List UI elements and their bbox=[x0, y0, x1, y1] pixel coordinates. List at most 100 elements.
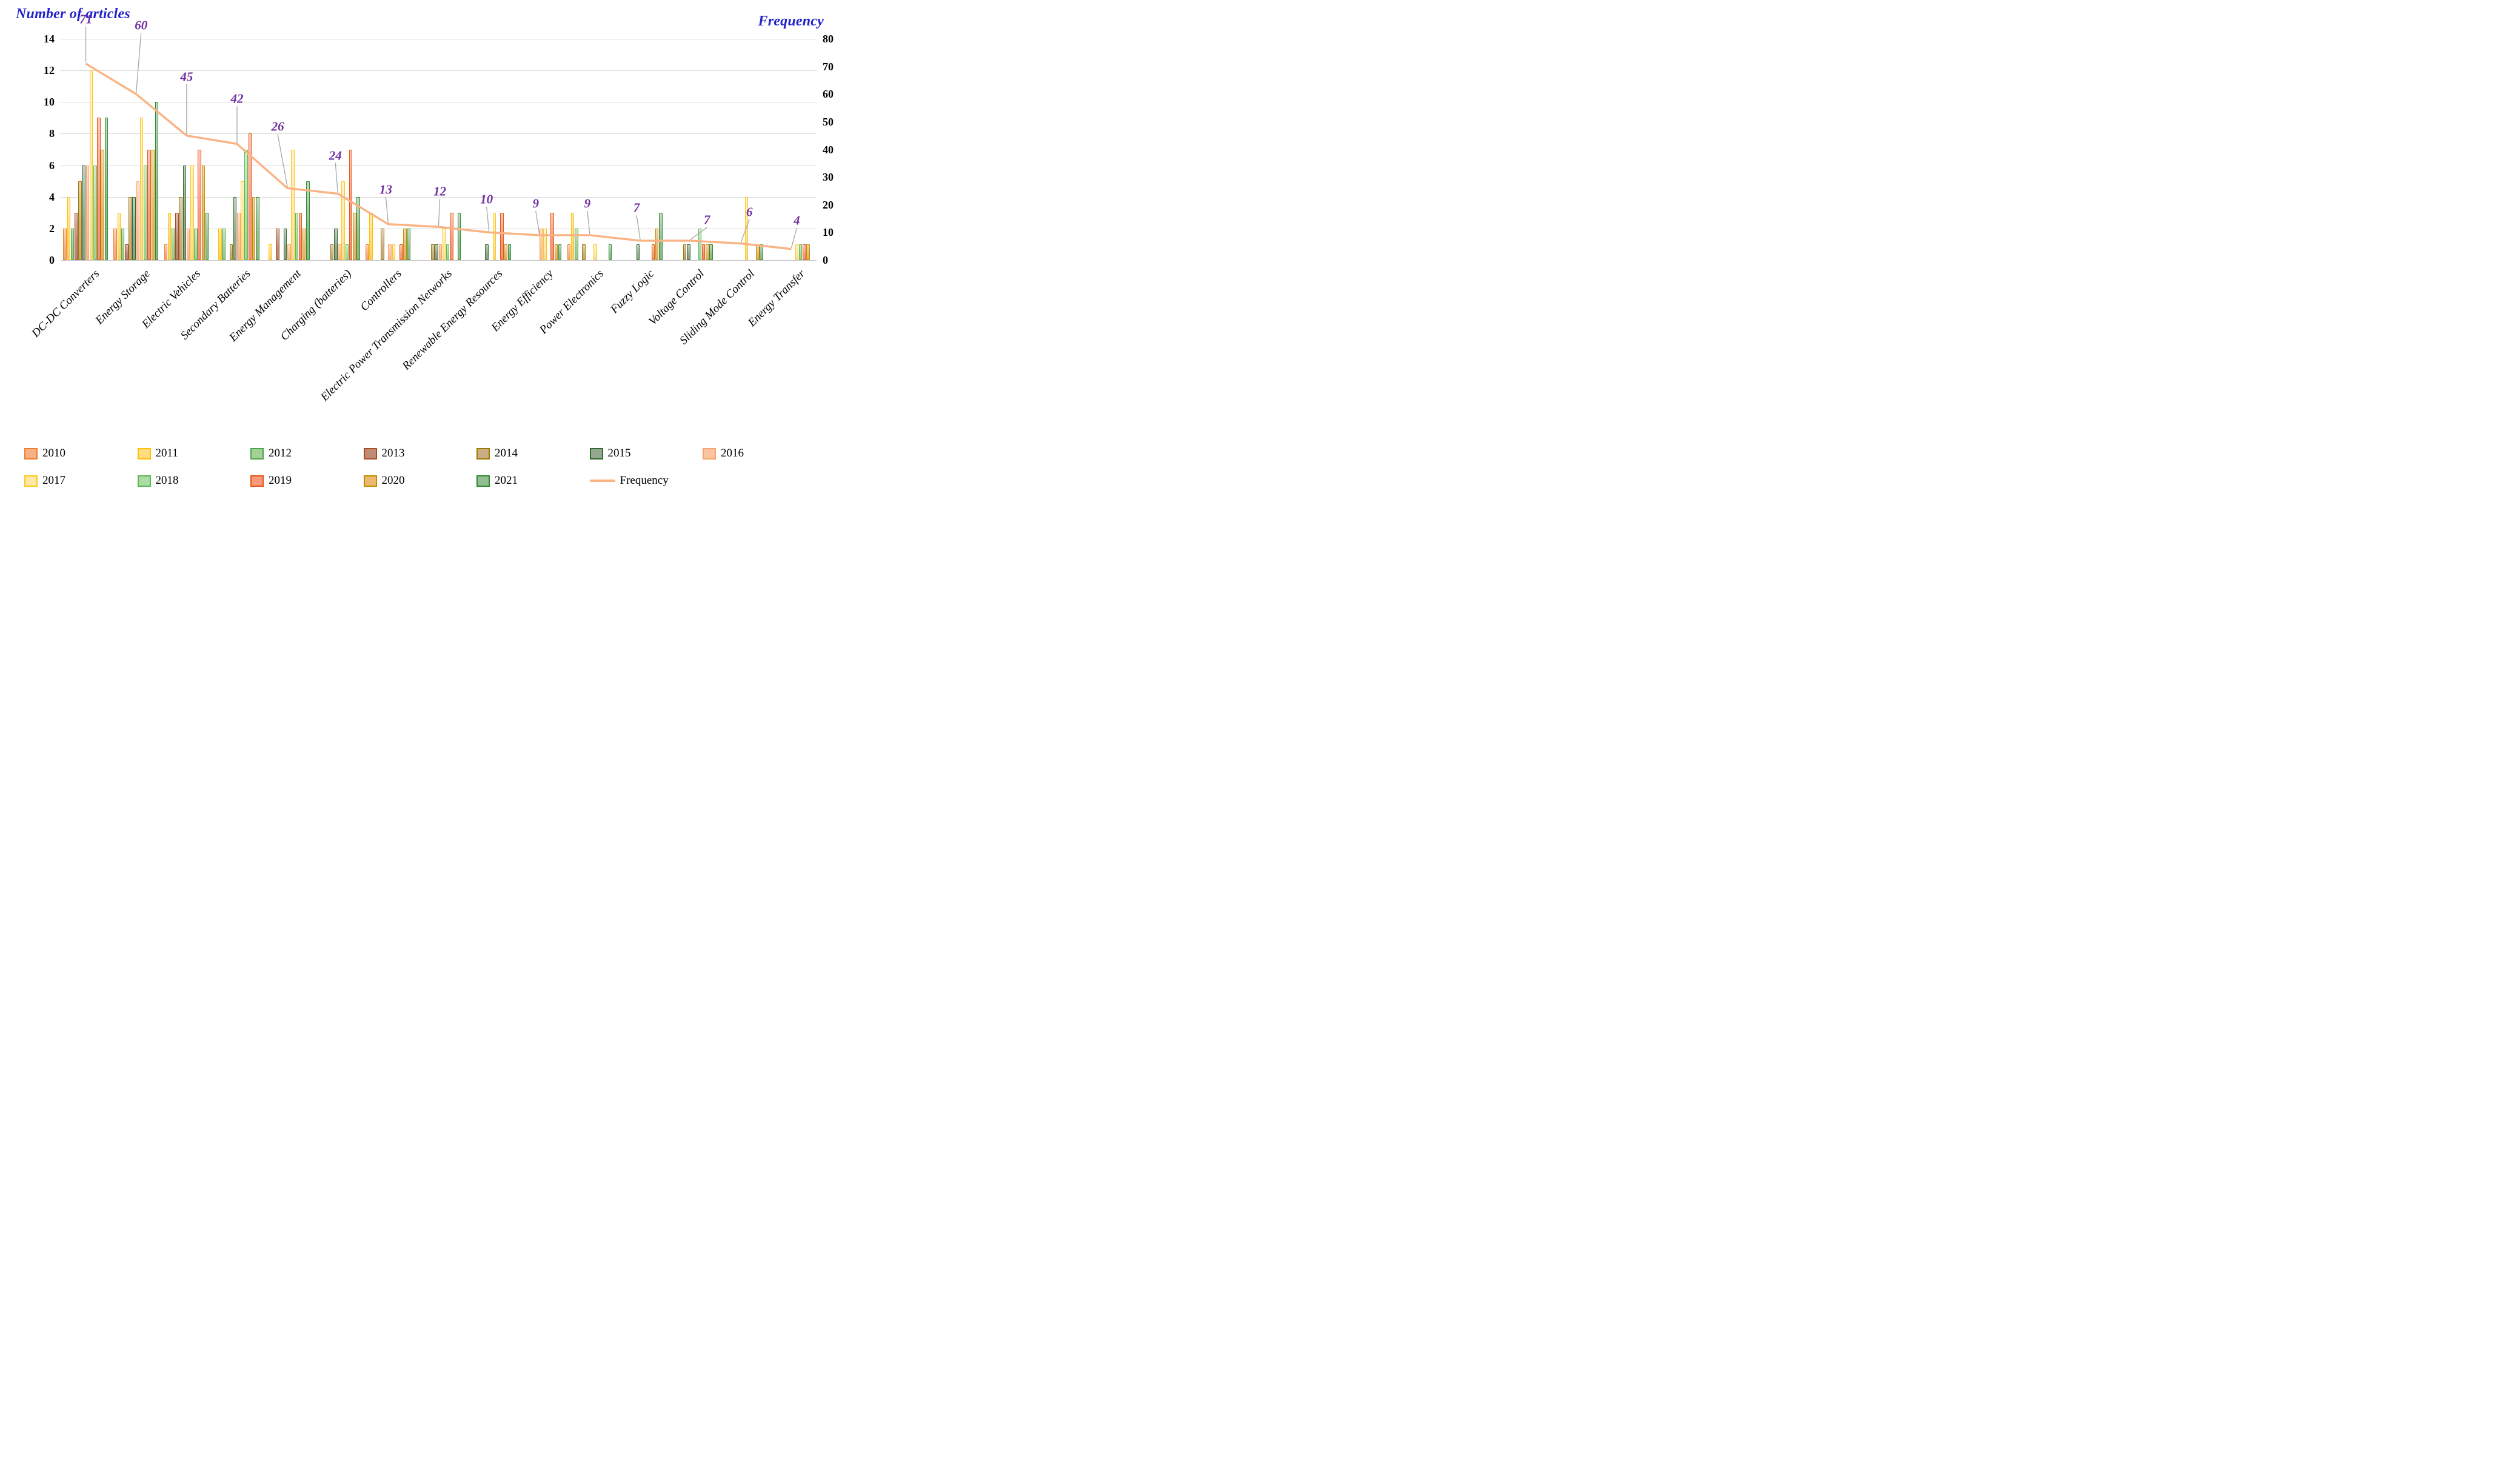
bar-sheen bbox=[389, 244, 391, 259]
bar-sheen bbox=[191, 165, 193, 259]
label-leader-line bbox=[438, 199, 441, 226]
bar-2020 bbox=[101, 149, 104, 260]
bar-sheen bbox=[353, 213, 356, 259]
frequency-data-label: 45 bbox=[180, 69, 193, 84]
bar-2015 bbox=[283, 228, 287, 260]
legend-item: 2021 bbox=[476, 474, 518, 487]
bar-sheen bbox=[435, 244, 438, 259]
bar-2019 bbox=[349, 149, 353, 260]
legend-label: 2015 bbox=[607, 447, 631, 460]
bar-2020 bbox=[201, 165, 206, 260]
bar-sheen bbox=[698, 229, 701, 259]
bar-sheen bbox=[439, 244, 442, 259]
bar-sheen bbox=[392, 244, 395, 259]
bar-sheen bbox=[288, 244, 290, 259]
legend-item: 2011 bbox=[137, 447, 178, 460]
bar-sheen bbox=[558, 244, 561, 259]
legend-item: 2016 bbox=[703, 447, 744, 460]
bar-2014 bbox=[179, 196, 182, 260]
bar-sheen bbox=[144, 165, 147, 259]
legend-label: 2016 bbox=[721, 447, 744, 460]
bar-2015 bbox=[334, 228, 338, 260]
bar-2012 bbox=[172, 228, 175, 260]
bar-2011 bbox=[570, 212, 575, 260]
bar-2018 bbox=[144, 165, 147, 260]
bar-2017 bbox=[392, 244, 396, 260]
bar-sheen bbox=[136, 181, 139, 259]
category-label: Renewable Energy Resources bbox=[399, 267, 506, 373]
bar-2017 bbox=[341, 181, 345, 260]
bar-sheen bbox=[370, 213, 372, 259]
bar-2020 bbox=[655, 228, 659, 260]
bar-sheen bbox=[292, 150, 294, 259]
frequency-data-label: 13 bbox=[379, 181, 392, 196]
bar-sheen bbox=[302, 229, 306, 259]
bar-sheen bbox=[757, 244, 759, 259]
bar-2016 bbox=[539, 228, 543, 260]
y-axis-tick-left: 6 bbox=[49, 159, 55, 172]
y-axis-tick-right: 40 bbox=[823, 143, 834, 156]
category-label: Controllers bbox=[358, 267, 405, 314]
bar-sheen bbox=[486, 244, 488, 259]
frequency-data-label: 7 bbox=[633, 200, 640, 215]
bar-sheen bbox=[381, 229, 384, 259]
bar-2016 bbox=[338, 244, 341, 260]
bar-2021 bbox=[205, 212, 209, 260]
bar-sheen bbox=[218, 229, 221, 259]
legend-label: 2020 bbox=[381, 474, 405, 487]
bar-2021 bbox=[306, 181, 310, 260]
y-axis-tick-left: 4 bbox=[49, 190, 55, 203]
frequency-data-label: 9 bbox=[532, 196, 540, 211]
bar-sheen bbox=[269, 244, 272, 259]
legend-label: 2012 bbox=[269, 447, 292, 460]
legend-swatch bbox=[137, 447, 151, 460]
bar-sheen bbox=[493, 213, 496, 259]
bar-sheen bbox=[299, 213, 302, 259]
bar-sheen bbox=[125, 244, 128, 259]
label-leader-line bbox=[587, 210, 590, 235]
bar-2020 bbox=[403, 228, 407, 260]
bar-sheen bbox=[575, 229, 578, 259]
bar-sheen bbox=[540, 229, 543, 259]
bar-2017 bbox=[139, 118, 144, 260]
bar-2014 bbox=[330, 244, 334, 260]
bar-sheen bbox=[366, 244, 369, 259]
bar-2018 bbox=[698, 228, 702, 260]
bar-2011 bbox=[167, 212, 172, 260]
bar-2018 bbox=[244, 149, 248, 260]
bar-sheen bbox=[407, 229, 410, 259]
category-label: DC-DC Converters bbox=[29, 267, 102, 340]
bar-2019 bbox=[450, 212, 453, 260]
bar-2019 bbox=[651, 244, 655, 260]
bar-2020 bbox=[302, 228, 306, 260]
bar-sheen bbox=[795, 244, 798, 259]
y-axis-tick-left: 2 bbox=[49, 222, 55, 235]
bar-sheen bbox=[202, 165, 205, 259]
bar-sheen bbox=[148, 150, 150, 259]
label-leader-line bbox=[535, 210, 540, 235]
bar-sheen bbox=[284, 229, 287, 259]
bar-sheen bbox=[342, 181, 344, 259]
bar-2014 bbox=[380, 228, 384, 260]
bar-2018 bbox=[93, 165, 97, 260]
bar-2017 bbox=[543, 228, 547, 260]
legend-item: 2017 bbox=[24, 474, 65, 487]
bar-sheen bbox=[256, 197, 259, 259]
bar-sheen bbox=[79, 181, 81, 259]
bar-sheen bbox=[760, 244, 763, 259]
bar-sheen bbox=[176, 213, 178, 259]
bar-sheen bbox=[330, 244, 333, 259]
bar-sheen bbox=[307, 181, 309, 259]
bar-2020 bbox=[554, 244, 558, 260]
legend-label: 2017 bbox=[42, 474, 65, 487]
bar-2021 bbox=[709, 244, 713, 260]
bar-2021 bbox=[104, 118, 109, 260]
frequency-data-label: 26 bbox=[271, 119, 284, 134]
legend-item: 2018 bbox=[137, 474, 179, 487]
y-axis-tick-right: 10 bbox=[823, 226, 834, 239]
bar-sheen bbox=[349, 150, 352, 259]
gridline bbox=[61, 133, 817, 135]
legend-item: 2010 bbox=[24, 447, 65, 460]
bar-2017 bbox=[442, 228, 446, 260]
bar-sheen bbox=[551, 213, 553, 259]
